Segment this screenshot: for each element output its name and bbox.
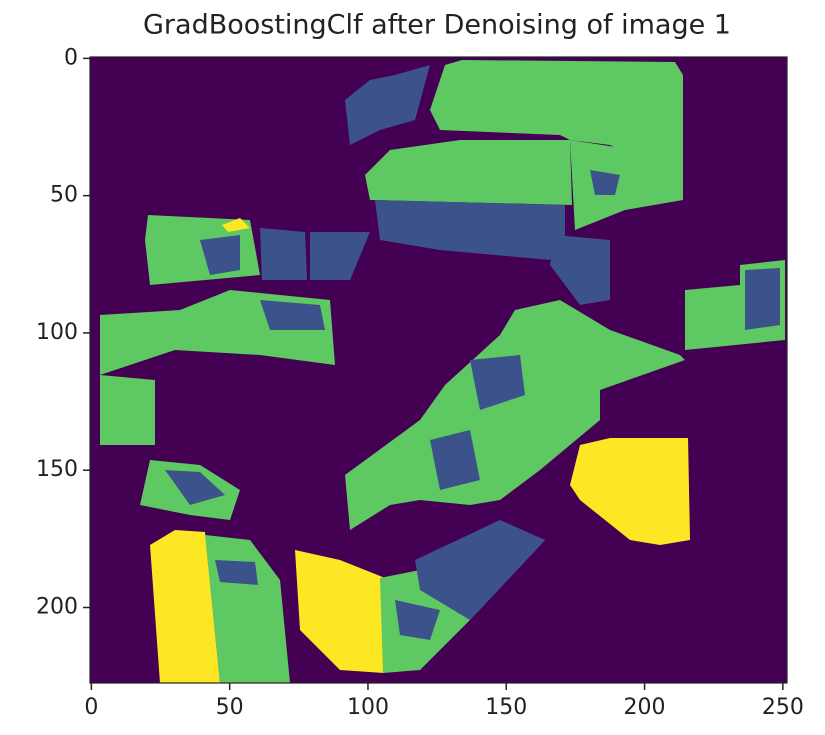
region xyxy=(570,438,690,545)
y-tick-label: 150 xyxy=(36,457,78,482)
region xyxy=(345,65,430,145)
y-tick-label: 200 xyxy=(36,594,78,619)
x-tick-label: 100 xyxy=(347,695,389,720)
x-tick-label: 200 xyxy=(624,695,666,720)
region xyxy=(260,300,325,330)
region xyxy=(415,520,545,620)
region xyxy=(295,550,385,673)
y-tick-label: 50 xyxy=(50,183,78,208)
region xyxy=(365,140,572,205)
y-tick-label: 100 xyxy=(36,320,78,345)
region xyxy=(430,430,480,490)
y-tick-label: 0 xyxy=(64,45,78,70)
region xyxy=(150,530,220,683)
region xyxy=(375,200,565,260)
region xyxy=(345,300,685,530)
x-tick-label: 50 xyxy=(216,695,244,720)
image-plot xyxy=(90,57,787,683)
region xyxy=(310,232,370,280)
region xyxy=(100,375,155,445)
region xyxy=(165,470,225,505)
region xyxy=(470,355,525,410)
region xyxy=(395,600,440,640)
region xyxy=(200,235,240,275)
region xyxy=(745,268,780,330)
x-tick-label: 0 xyxy=(84,695,98,720)
region xyxy=(590,170,620,195)
region xyxy=(430,60,683,200)
region xyxy=(222,218,250,232)
axes-frame xyxy=(89,56,788,684)
region xyxy=(570,140,683,230)
chart-title: GradBoostingClf after Denoising of image… xyxy=(143,10,731,41)
x-tick-label: 250 xyxy=(762,695,804,720)
region xyxy=(550,235,610,305)
region xyxy=(260,228,307,280)
x-tick-label: 150 xyxy=(485,695,527,720)
region xyxy=(215,560,258,585)
